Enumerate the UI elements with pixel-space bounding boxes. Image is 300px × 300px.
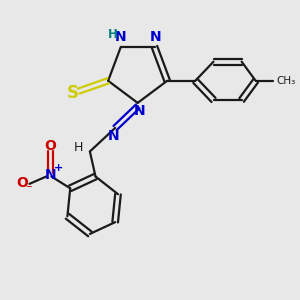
Text: H: H [107, 28, 117, 41]
Text: ⁻: ⁻ [26, 183, 32, 196]
Text: N: N [150, 30, 162, 44]
Text: H: H [74, 141, 83, 154]
Text: N: N [133, 104, 145, 118]
Text: +: + [54, 163, 64, 173]
Text: O: O [16, 176, 28, 190]
Text: S: S [67, 84, 79, 102]
Text: O: O [45, 139, 56, 153]
Text: N: N [115, 30, 127, 44]
Text: N: N [108, 129, 120, 143]
Text: CH₃: CH₃ [277, 76, 296, 86]
Text: N: N [45, 168, 56, 182]
